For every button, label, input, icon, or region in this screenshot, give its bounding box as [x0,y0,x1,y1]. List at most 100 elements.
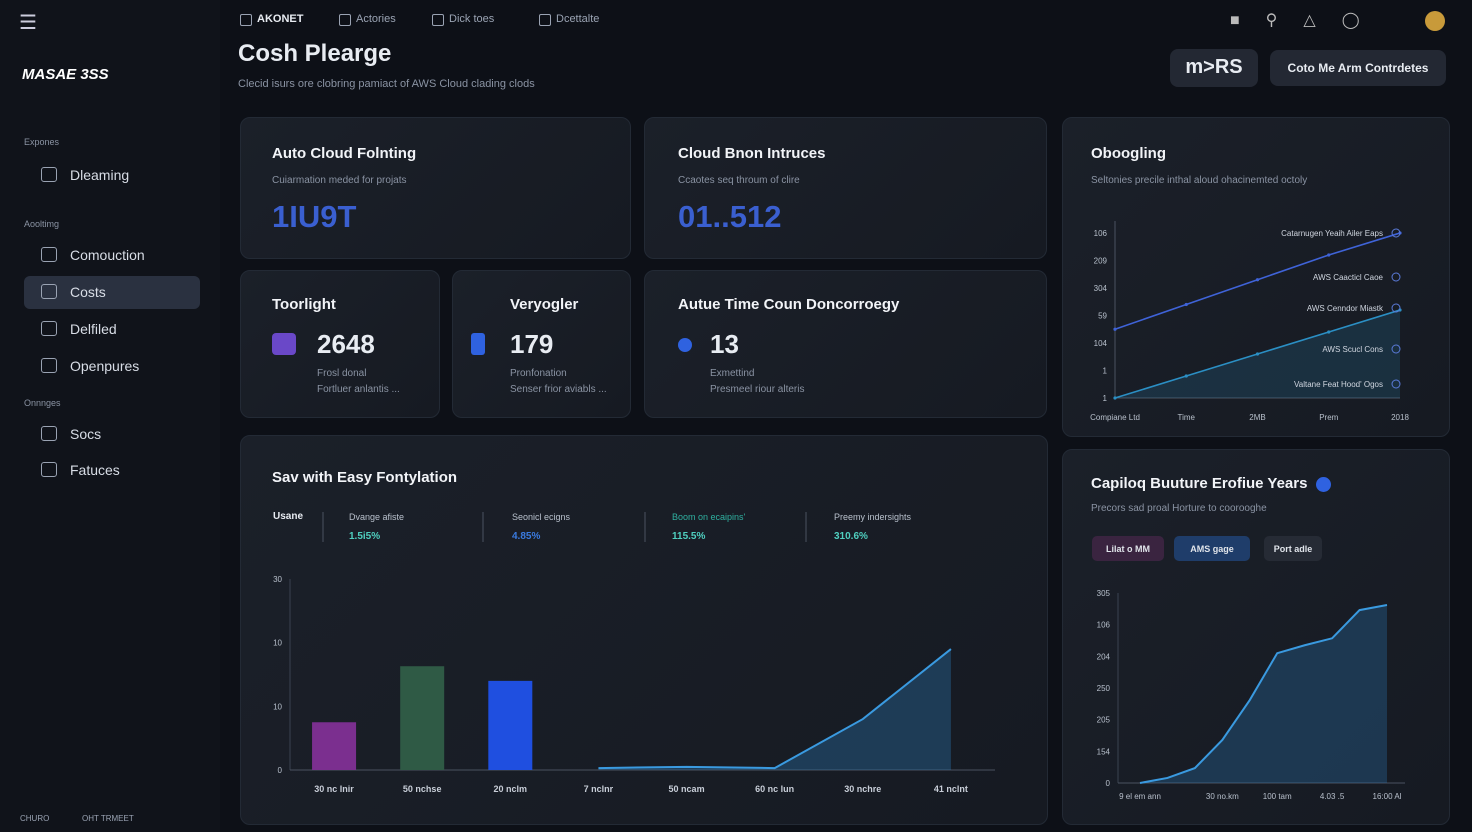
stat-title: Toorlight [272,296,336,313]
area-fill [598,649,951,770]
x-tick-label: 16:00 Al [1373,792,1402,801]
area-fill [1140,605,1387,783]
nav-icon [41,284,57,299]
verified-icon [1316,477,1331,492]
y-tick-label: 0 [1106,779,1111,788]
card [644,270,1047,418]
nav-item[interactable]: Dleaming [70,167,130,183]
footer-link[interactable]: OHT TRMEET [82,814,134,823]
nav-item[interactable]: Costs [70,284,106,300]
stat-value: 1.5i5% [349,531,380,542]
bar [400,666,445,770]
card-title: Auto Cloud Folnting [272,145,417,162]
stat-line: Pronfonation [510,368,567,379]
tab[interactable]: Dick toes [449,13,495,25]
menu-icon[interactable]: ☰ [19,12,37,34]
chip [1174,536,1250,561]
annotation-marker [1391,303,1401,313]
tab-icon [432,14,444,26]
nav-item[interactable]: Fatuces [70,462,120,478]
annotation: AWS Scucl Cons [1322,345,1383,354]
stat-line: Senser frior aviabls ... [510,384,607,395]
nav-item[interactable]: Delfiled [70,321,117,337]
page-title: Cosh Plearge [238,40,392,67]
x-tick-label: 50 nchse [403,784,442,794]
chip-label: Port adle [1274,544,1313,554]
nav-icon [41,321,57,336]
nav-item[interactable]: Socs [70,426,102,442]
card [240,270,440,418]
x-tick-label: Time [1178,413,1196,422]
x-tick-label: Prem [1319,413,1338,422]
active-item [24,276,200,309]
chip [1264,536,1322,561]
card [240,117,631,259]
stat-value: 179 [510,329,554,359]
tab-icon [539,14,551,26]
bar [312,722,357,770]
point [1113,396,1117,400]
logo: m>RS [1170,49,1258,87]
y-tick-label: 1 [1103,394,1108,403]
action-button[interactable]: Coto Me Arm Contrdetes [1270,50,1446,86]
y-tick-label: 0 [278,766,283,775]
tab[interactable]: AKONET [257,13,304,25]
x-tick-label: 7 nclnr [584,784,614,794]
y-tick-label: 104 [1094,339,1108,348]
tab[interactable]: Actories [356,13,396,25]
tab-icon [240,14,252,26]
stat-value: 115.5% [672,531,705,542]
x-tick-label: 50 ncam [669,784,705,794]
stat-value: 13 [710,329,739,359]
area-line [1139,604,1388,784]
card-value: 01..512 [678,199,782,234]
y-tick-label: 250 [1097,684,1111,693]
footer-link[interactable]: CHURO [20,814,50,823]
y-tick-label: 209 [1094,257,1108,266]
chart-title: Sav with Easy Fontylation [272,469,458,486]
y-tick-label: 59 [1098,312,1107,321]
chart-subtitle: Seltonies precile inthal aloud ohacinemt… [1091,175,1308,186]
stat-label: Dvange afiste [349,512,404,522]
y-tick-label: 30 [273,575,282,584]
stat-line: Exmettind [710,368,755,379]
annotation: Catarnugen Yeaih Ailer Eaps [1281,229,1383,238]
nav-item[interactable]: Comouction [70,247,145,263]
card [240,435,1048,825]
y-tick-label: 106 [1094,229,1108,238]
point [1327,253,1331,257]
tab[interactable]: Dcettalte [556,13,600,25]
stat-icon [678,338,692,352]
stat-label: Preemy indersights [834,512,912,522]
y-tick-label: 154 [1097,747,1111,756]
y-tick-label: 106 [1097,621,1111,630]
annotation: Valtane Feat Hood' Ogos [1294,380,1383,389]
point [1184,374,1188,378]
chip-label: AMS gage [1190,544,1234,554]
nav-icon [41,247,57,262]
avatar[interactable] [1425,11,1445,31]
annotation: AWS Cenndor Miastk [1307,304,1384,313]
nav-item[interactable]: Openpures [70,358,140,374]
card-title: Cloud Bnon Intruces [678,145,826,162]
top-icons[interactable]: ■⚲△◯ [1230,12,1386,29]
y-tick-label: 205 [1097,716,1111,725]
point [1113,327,1117,331]
x-tick-label: 30 no.km [1206,792,1239,801]
card-subtitle: Cuiarmation meded for projats [272,175,407,186]
annotation-marker [1391,344,1401,354]
section-heading: Onnnges [24,398,61,408]
x-tick-label: 30 nchre [844,784,881,794]
tab-icon [339,14,351,26]
nav-icon [41,167,57,182]
page-subtitle: Clecid isurs ore clobring pamiact of AWS… [238,78,535,90]
chart-subtitle: Precors sad proal Horture to coorooghe [1091,503,1267,514]
chip [1092,536,1164,561]
annotation: AWS Caacticl Caoe [1313,273,1384,282]
stat-title: Veryogler [510,296,579,313]
chart-title: Capiloq Buuture Erofiue Years [1091,475,1308,492]
stats-label: Usane [273,511,304,522]
section-heading: Expones [24,137,60,147]
nav-icon [41,462,57,477]
